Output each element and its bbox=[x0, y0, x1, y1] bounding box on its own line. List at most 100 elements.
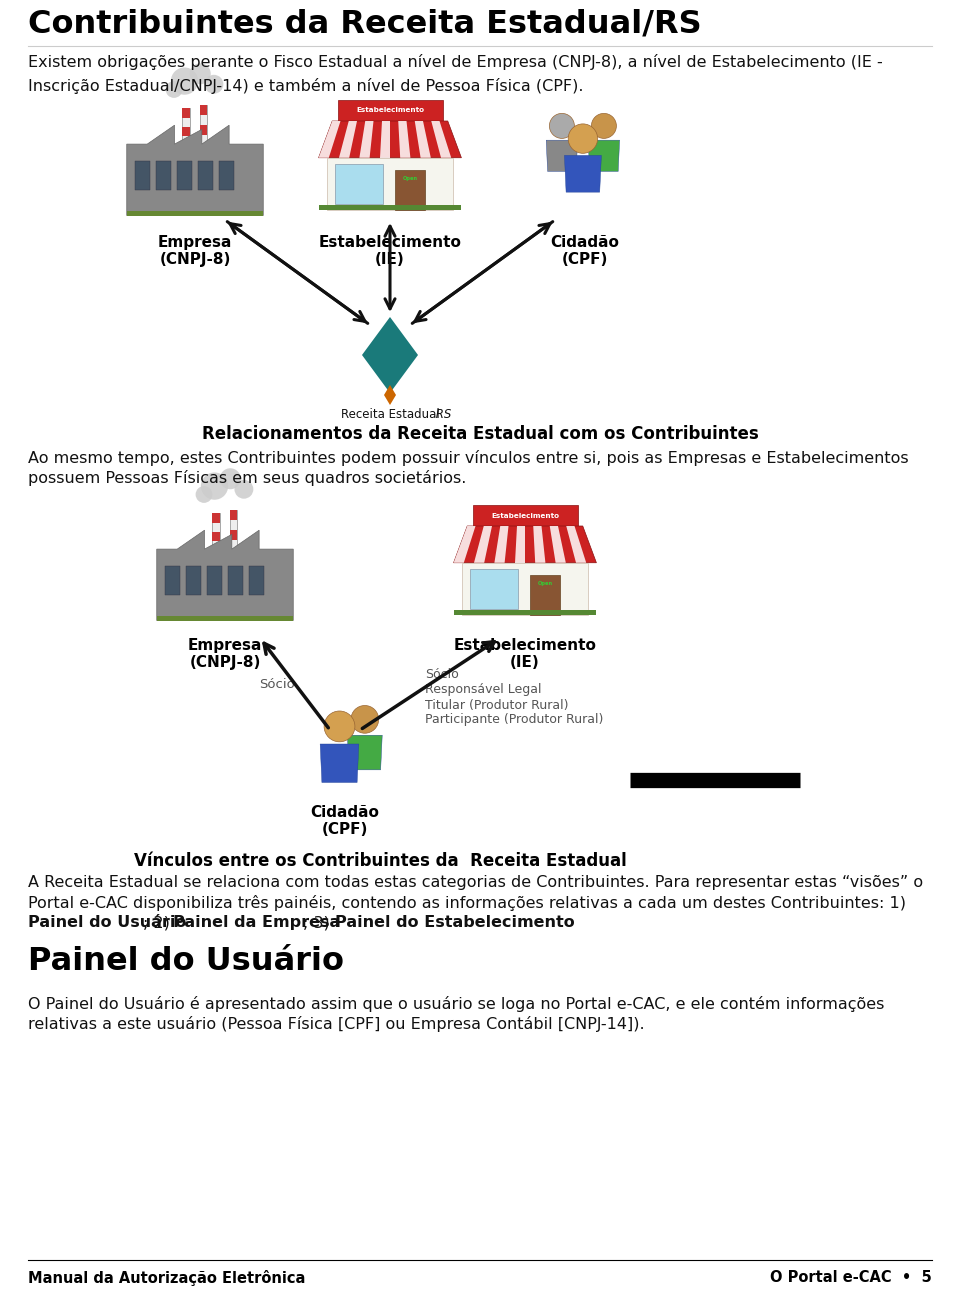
Circle shape bbox=[591, 114, 616, 139]
Text: Titular (Produtor Rural): Titular (Produtor Rural) bbox=[425, 698, 568, 711]
Polygon shape bbox=[431, 120, 451, 158]
Polygon shape bbox=[546, 140, 578, 171]
Circle shape bbox=[351, 706, 378, 733]
Polygon shape bbox=[380, 120, 390, 158]
Text: Painel do Usuário: Painel do Usuário bbox=[28, 947, 344, 976]
Polygon shape bbox=[165, 566, 180, 596]
Polygon shape bbox=[156, 530, 293, 620]
Polygon shape bbox=[212, 513, 220, 550]
Text: Painel da Empresa: Painel da Empresa bbox=[173, 916, 340, 930]
Polygon shape bbox=[230, 510, 236, 521]
Polygon shape bbox=[338, 100, 443, 120]
Polygon shape bbox=[198, 161, 213, 190]
Polygon shape bbox=[588, 140, 619, 171]
Polygon shape bbox=[319, 205, 462, 210]
Text: relativas a este usuário (Pessoa Física [CPF] ou Empresa Contábil [CNPJ-14]).: relativas a este usuário (Pessoa Física … bbox=[28, 1017, 644, 1032]
Polygon shape bbox=[515, 526, 525, 563]
Text: O Portal e-CAC  •  5: O Portal e-CAC • 5 bbox=[770, 1270, 932, 1285]
Circle shape bbox=[204, 75, 224, 93]
Text: ; 2): ; 2) bbox=[143, 916, 175, 930]
Text: RS: RS bbox=[432, 408, 451, 421]
Polygon shape bbox=[178, 161, 192, 190]
Text: Relacionamentos da Receita Estadual com os Contribuintes: Relacionamentos da Receita Estadual com … bbox=[202, 425, 758, 443]
Polygon shape bbox=[533, 526, 545, 563]
Circle shape bbox=[201, 473, 228, 500]
Polygon shape bbox=[135, 161, 150, 190]
Polygon shape bbox=[359, 120, 373, 158]
Polygon shape bbox=[454, 610, 596, 615]
Text: Sócio: Sócio bbox=[259, 679, 295, 692]
Circle shape bbox=[190, 63, 211, 84]
Text: Contribuintes da Receita Estadual/RS: Contribuintes da Receita Estadual/RS bbox=[28, 8, 702, 39]
Text: Cidadão
(CPF): Cidadão (CPF) bbox=[311, 805, 379, 838]
Polygon shape bbox=[228, 566, 243, 596]
Text: Estabelecimento: Estabelecimento bbox=[356, 107, 424, 114]
Polygon shape bbox=[327, 158, 453, 210]
Circle shape bbox=[196, 486, 212, 502]
Polygon shape bbox=[156, 161, 171, 190]
Polygon shape bbox=[182, 109, 190, 145]
Text: Open: Open bbox=[402, 176, 418, 181]
Polygon shape bbox=[250, 566, 264, 596]
Polygon shape bbox=[398, 120, 411, 158]
Polygon shape bbox=[396, 171, 424, 210]
Polygon shape bbox=[230, 530, 236, 540]
Circle shape bbox=[171, 67, 198, 95]
Polygon shape bbox=[384, 385, 396, 405]
Polygon shape bbox=[470, 569, 517, 609]
Polygon shape bbox=[219, 161, 234, 190]
Polygon shape bbox=[212, 532, 220, 541]
Text: possuem Pessoas Físicas em seus quadros societários.: possuem Pessoas Físicas em seus quadros … bbox=[28, 470, 467, 486]
Polygon shape bbox=[415, 120, 431, 158]
Text: Ao mesmo tempo, estes Contribuintes podem possuir vínculos entre si, pois as Emp: Ao mesmo tempo, estes Contribuintes pode… bbox=[28, 449, 908, 466]
Text: Estabelecimento
(IE): Estabelecimento (IE) bbox=[319, 234, 462, 267]
Text: Open: Open bbox=[538, 581, 553, 587]
Polygon shape bbox=[207, 566, 222, 596]
Text: Manual da Autorização Eletrônica: Manual da Autorização Eletrônica bbox=[28, 1270, 305, 1286]
Text: Participante (Produtor Rural): Participante (Produtor Rural) bbox=[425, 714, 604, 726]
Text: Existem obrigações perante o Fisco Estadual a nível de Empresa (CNPJ-8), a nível: Existem obrigações perante o Fisco Estad… bbox=[28, 54, 883, 93]
Circle shape bbox=[165, 82, 182, 98]
Polygon shape bbox=[454, 526, 596, 563]
Text: Empresa
(CNPJ-8): Empresa (CNPJ-8) bbox=[188, 638, 262, 671]
Polygon shape bbox=[335, 164, 383, 203]
Polygon shape bbox=[201, 126, 206, 135]
Text: Sócio: Sócio bbox=[425, 668, 459, 681]
Polygon shape bbox=[319, 120, 462, 158]
Polygon shape bbox=[182, 109, 190, 118]
Polygon shape bbox=[454, 526, 475, 563]
Polygon shape bbox=[201, 105, 206, 145]
Text: Vínculos entre os Contribuintes da  Receita Estadual: Vínculos entre os Contribuintes da Recei… bbox=[133, 852, 626, 870]
Polygon shape bbox=[474, 526, 492, 563]
Polygon shape bbox=[339, 120, 357, 158]
Text: Portal e-CAC disponibiliza três painéis, contendo as informações relativas a cad: Portal e-CAC disponibiliza três painéis,… bbox=[28, 895, 906, 910]
Circle shape bbox=[568, 124, 597, 153]
Text: Responsável Legal: Responsável Legal bbox=[425, 684, 541, 697]
Circle shape bbox=[549, 114, 574, 139]
Polygon shape bbox=[348, 736, 382, 769]
Polygon shape bbox=[320, 745, 359, 782]
Circle shape bbox=[220, 469, 241, 490]
Polygon shape bbox=[550, 526, 565, 563]
Text: Estabelecimento: Estabelecimento bbox=[491, 513, 559, 518]
Circle shape bbox=[324, 711, 355, 742]
Circle shape bbox=[234, 480, 253, 499]
Polygon shape bbox=[462, 563, 588, 615]
Text: Receita Estadual: Receita Estadual bbox=[341, 408, 440, 421]
Polygon shape bbox=[319, 120, 341, 158]
Text: Estabelecimento
(IE): Estabelecimento (IE) bbox=[453, 638, 596, 671]
Polygon shape bbox=[530, 575, 560, 615]
Polygon shape bbox=[156, 616, 293, 620]
Text: .: . bbox=[528, 916, 533, 930]
Polygon shape bbox=[494, 526, 509, 563]
Polygon shape bbox=[127, 126, 263, 215]
Text: Painel do Estabelecimento: Painel do Estabelecimento bbox=[335, 916, 575, 930]
Text: Cidadão
(CPF): Cidadão (CPF) bbox=[551, 234, 619, 267]
Polygon shape bbox=[127, 211, 263, 215]
Text: ; 3): ; 3) bbox=[303, 916, 335, 930]
Text: Empresa
(CNPJ-8): Empresa (CNPJ-8) bbox=[157, 234, 232, 267]
Polygon shape bbox=[230, 510, 236, 550]
Polygon shape bbox=[201, 105, 206, 115]
Text: A Receita Estadual se relaciona com todas estas categorias de Contribuintes. Par: A Receita Estadual se relaciona com toda… bbox=[28, 875, 924, 890]
Polygon shape bbox=[186, 566, 201, 596]
